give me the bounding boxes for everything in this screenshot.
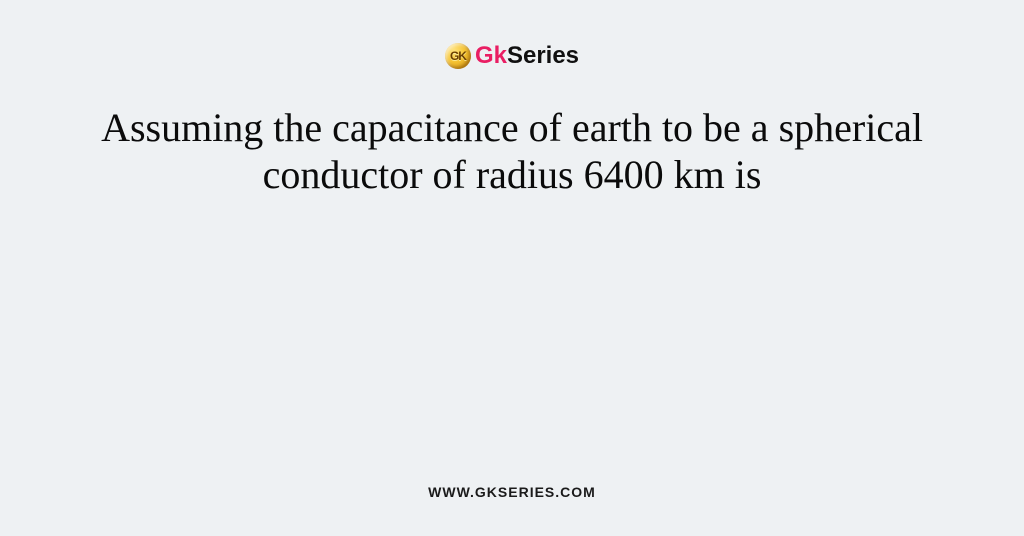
question-text: Assuming the capacitance of earth to be …: [0, 104, 1024, 198]
footer-url: WWW.GKSERIES.COM: [0, 484, 1024, 500]
logo-badge-icon: GK: [445, 43, 471, 69]
logo-word-series: Series: [507, 42, 579, 69]
page-container: GK GkSeries Assuming the capacitance of …: [0, 0, 1024, 536]
brand-logo: GK GkSeries: [445, 42, 579, 70]
logo-wordmark: GkSeries: [475, 42, 579, 70]
logo-word-gk: Gk: [475, 42, 507, 69]
logo-badge-text: GK: [450, 49, 466, 63]
